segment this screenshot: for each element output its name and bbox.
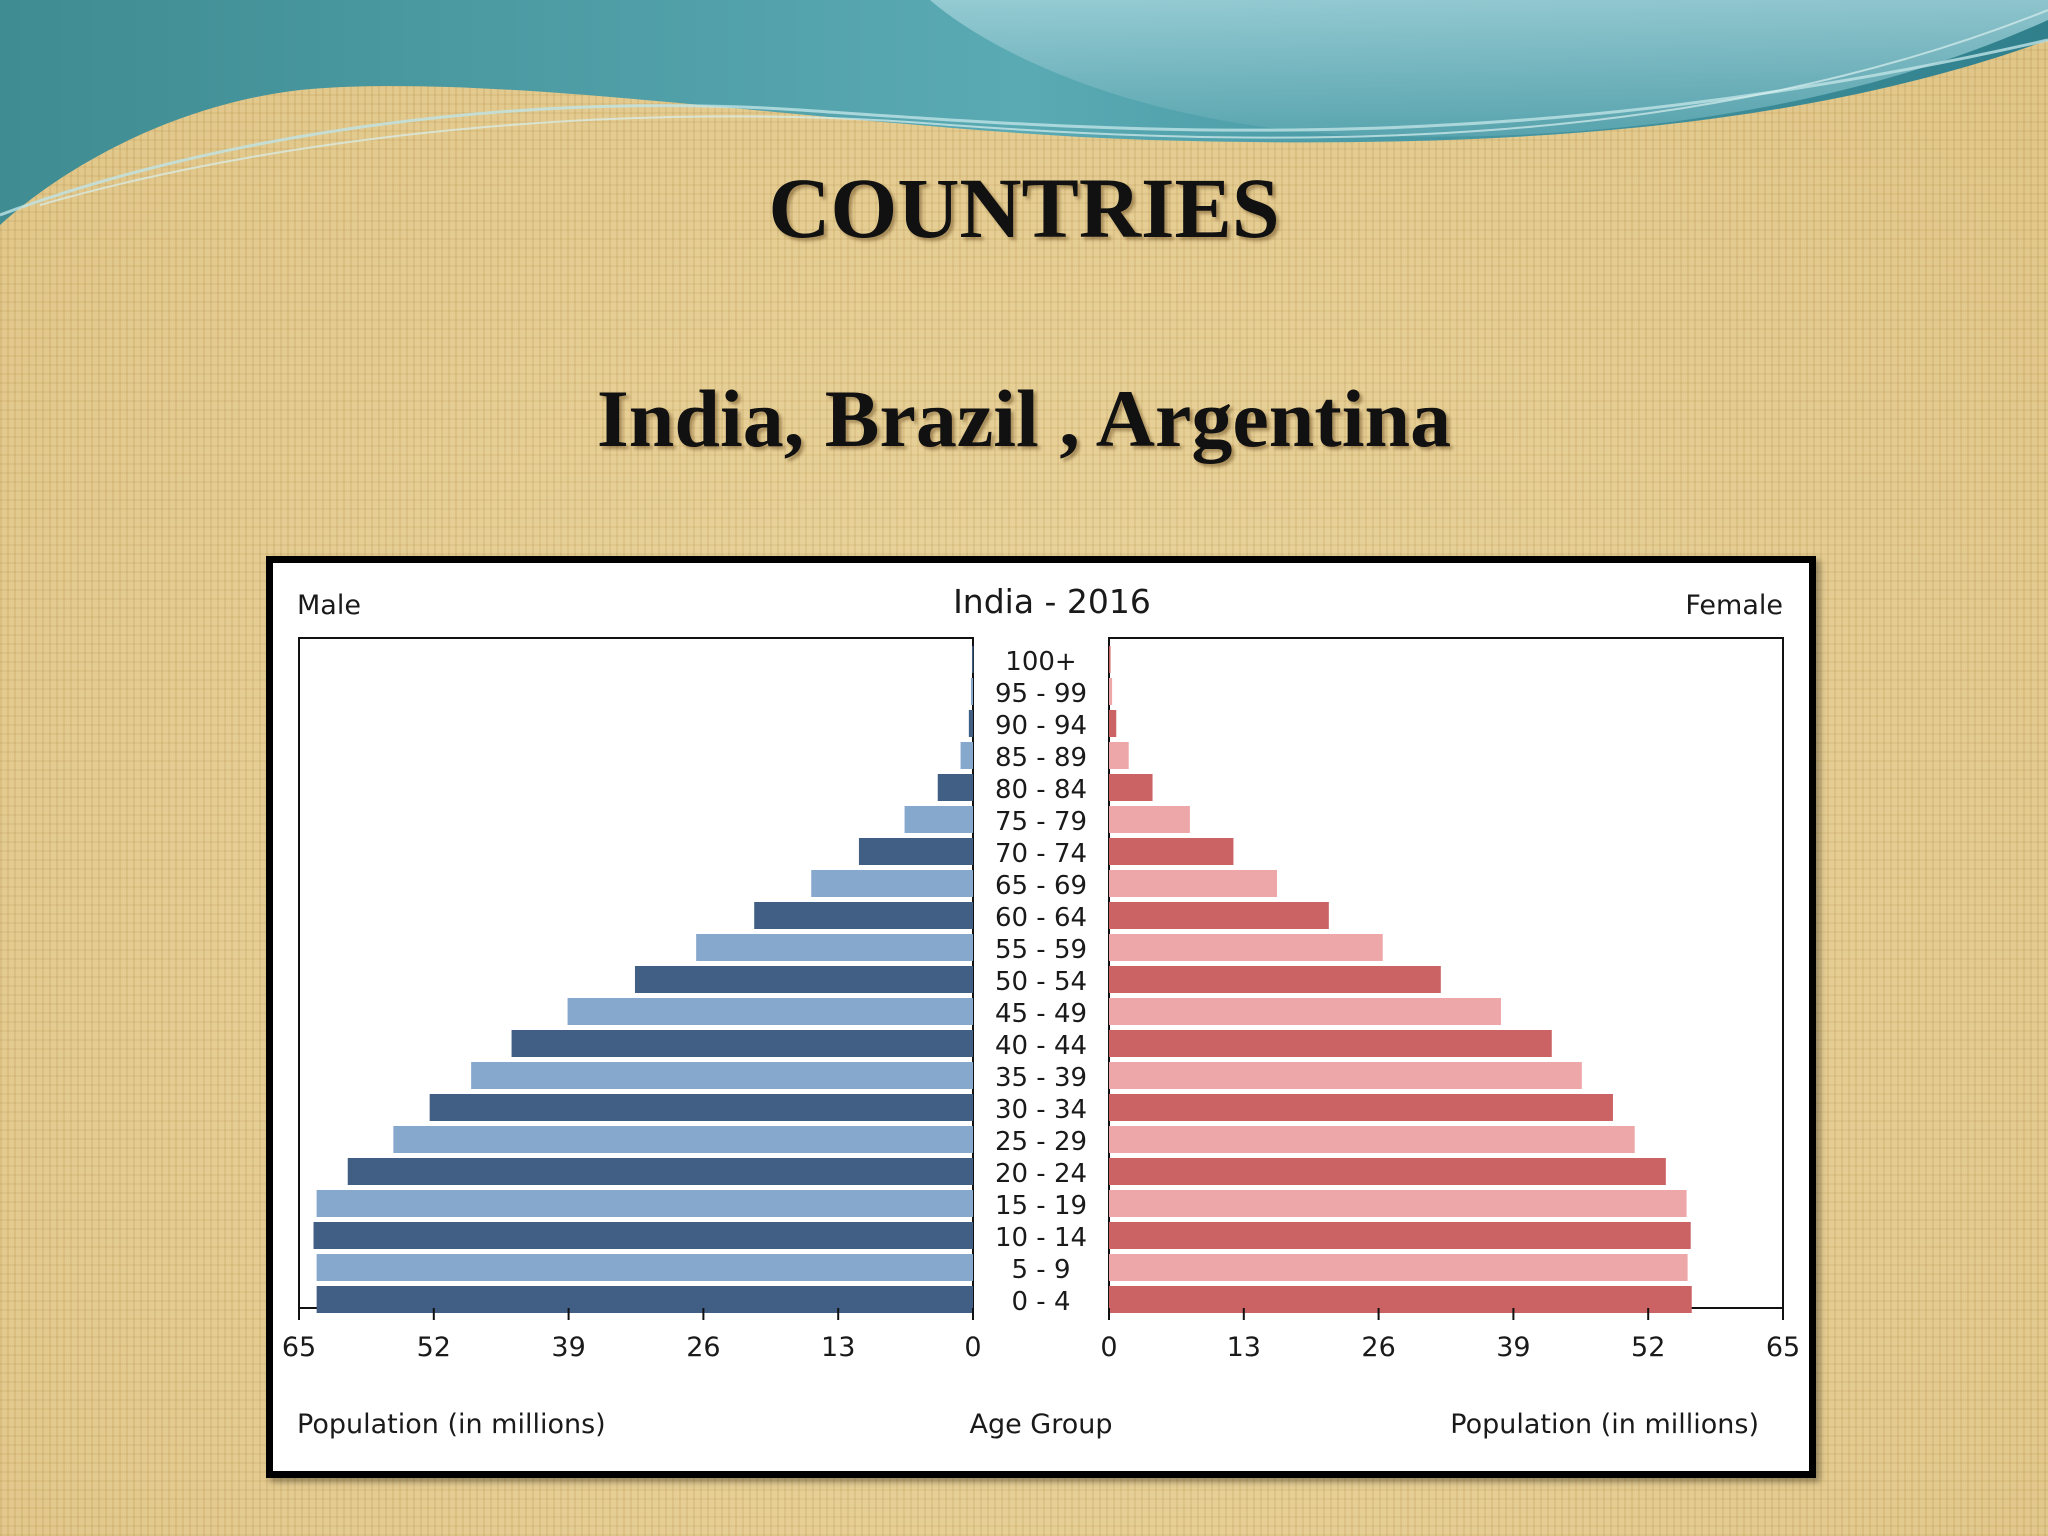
male-bar bbox=[970, 678, 973, 705]
age-group-tick-label: 100+ bbox=[1005, 647, 1076, 677]
age-group-tick-label: 75 - 79 bbox=[995, 807, 1087, 837]
age-group-tick-label: 5 - 9 bbox=[1012, 1255, 1071, 1285]
header-wave-decoration bbox=[0, 0, 2048, 225]
female-x-tick-label: 13 bbox=[1227, 1332, 1261, 1363]
female-bar bbox=[1109, 1030, 1552, 1057]
male-bar bbox=[429, 1094, 973, 1121]
male-bar bbox=[968, 710, 973, 737]
slide-title: COUNTRIES bbox=[768, 160, 1280, 256]
age-group-tick-label: 55 - 59 bbox=[995, 935, 1087, 965]
male-x-axis-label: Population (in millions) bbox=[297, 1409, 606, 1440]
age-group-tick-label: 95 - 99 bbox=[995, 679, 1087, 709]
male-x-tick-label: 39 bbox=[551, 1332, 585, 1363]
age-group-tick-label: 80 - 84 bbox=[995, 775, 1087, 805]
female-bar bbox=[1109, 966, 1441, 993]
age-group-tick-label: 90 - 94 bbox=[995, 711, 1087, 741]
female-bar bbox=[1109, 1254, 1688, 1281]
female-label: Female bbox=[1685, 590, 1783, 621]
chart-frame: India - 2016 Male Female 100+ 95 - 99 90 -… bbox=[266, 556, 1816, 1478]
male-label: Male bbox=[297, 590, 361, 621]
male-bar bbox=[634, 966, 973, 993]
age-group-tick-label: 15 - 19 bbox=[995, 1191, 1087, 1221]
male-x-tick-label: 0 bbox=[964, 1332, 981, 1363]
age-group-tick-label: 50 - 54 bbox=[995, 967, 1087, 997]
female-x-tick-label: 52 bbox=[1631, 1332, 1665, 1363]
slide-subtitle: India, Brazil , Argentina bbox=[596, 373, 1452, 464]
female-bar bbox=[1109, 902, 1329, 929]
male-x-tick-label: 65 bbox=[282, 1332, 316, 1363]
age-group-tick-label: 65 - 69 bbox=[995, 871, 1087, 901]
male-x-tick-label: 52 bbox=[417, 1332, 451, 1363]
male-bar bbox=[347, 1158, 974, 1185]
female-bar bbox=[1109, 774, 1153, 801]
female-bar bbox=[1109, 998, 1501, 1025]
age-group-label: Age Group bbox=[969, 1409, 1112, 1440]
male-bar bbox=[567, 998, 973, 1025]
age-group-tick-label: 35 - 39 bbox=[995, 1063, 1087, 1093]
female-x-tick-label: 65 bbox=[1766, 1332, 1800, 1363]
female-bar bbox=[1109, 678, 1113, 705]
male-bar bbox=[858, 838, 973, 865]
female-bar bbox=[1109, 1286, 1692, 1313]
female-x-tick-label: 0 bbox=[1100, 1332, 1117, 1363]
male-bar bbox=[393, 1126, 973, 1153]
female-bar bbox=[1109, 742, 1129, 769]
female-x-tick-label: 39 bbox=[1496, 1332, 1530, 1363]
female-bar bbox=[1109, 1158, 1666, 1185]
female-bar bbox=[1109, 710, 1117, 737]
male-bar bbox=[960, 742, 973, 769]
age-group-tick-label: 0 - 4 bbox=[1012, 1287, 1071, 1317]
male-bar bbox=[811, 870, 973, 897]
age-group-tick-label: 45 - 49 bbox=[995, 999, 1087, 1029]
female-bar bbox=[1109, 646, 1111, 673]
male-bar bbox=[316, 1190, 973, 1217]
male-bar bbox=[754, 902, 973, 929]
male-bar bbox=[313, 1222, 973, 1249]
male-bar bbox=[971, 646, 974, 673]
age-group-tick-label: 85 - 89 bbox=[995, 743, 1087, 773]
male-bar bbox=[511, 1030, 973, 1057]
male-bar bbox=[471, 1062, 973, 1089]
female-bar bbox=[1109, 838, 1234, 865]
male-x-tick-label: 26 bbox=[686, 1332, 720, 1363]
female-x-axis-label: Population (in millions) bbox=[1450, 1409, 1759, 1440]
male-bar bbox=[696, 934, 973, 961]
female-x-tick-label: 26 bbox=[1361, 1332, 1395, 1363]
age-group-tick-label: 70 - 74 bbox=[995, 839, 1087, 869]
female-bar bbox=[1109, 1062, 1582, 1089]
female-bar bbox=[1109, 1222, 1691, 1249]
male-x-tick-label: 13 bbox=[821, 1332, 855, 1363]
chart-title: India - 2016 bbox=[953, 582, 1151, 621]
age-group-tick-label: 30 - 34 bbox=[995, 1095, 1087, 1125]
age-group-tick-label: 25 - 29 bbox=[995, 1127, 1087, 1157]
age-group-tick-label: 40 - 44 bbox=[995, 1031, 1087, 1061]
age-group-tick-label: 20 - 24 bbox=[995, 1159, 1087, 1189]
age-group-tick-label: 60 - 64 bbox=[995, 903, 1087, 933]
male-bar bbox=[316, 1286, 973, 1313]
male-bar bbox=[316, 1254, 973, 1281]
female-bar bbox=[1109, 870, 1277, 897]
female-bar bbox=[1109, 1126, 1635, 1153]
female-bar bbox=[1109, 934, 1383, 961]
female-bar bbox=[1109, 1094, 1613, 1121]
age-group-tick-label: 10 - 14 bbox=[995, 1223, 1087, 1253]
female-bar bbox=[1109, 1190, 1687, 1217]
female-bar bbox=[1109, 806, 1190, 833]
male-bar bbox=[904, 806, 973, 833]
male-bar bbox=[937, 774, 973, 801]
